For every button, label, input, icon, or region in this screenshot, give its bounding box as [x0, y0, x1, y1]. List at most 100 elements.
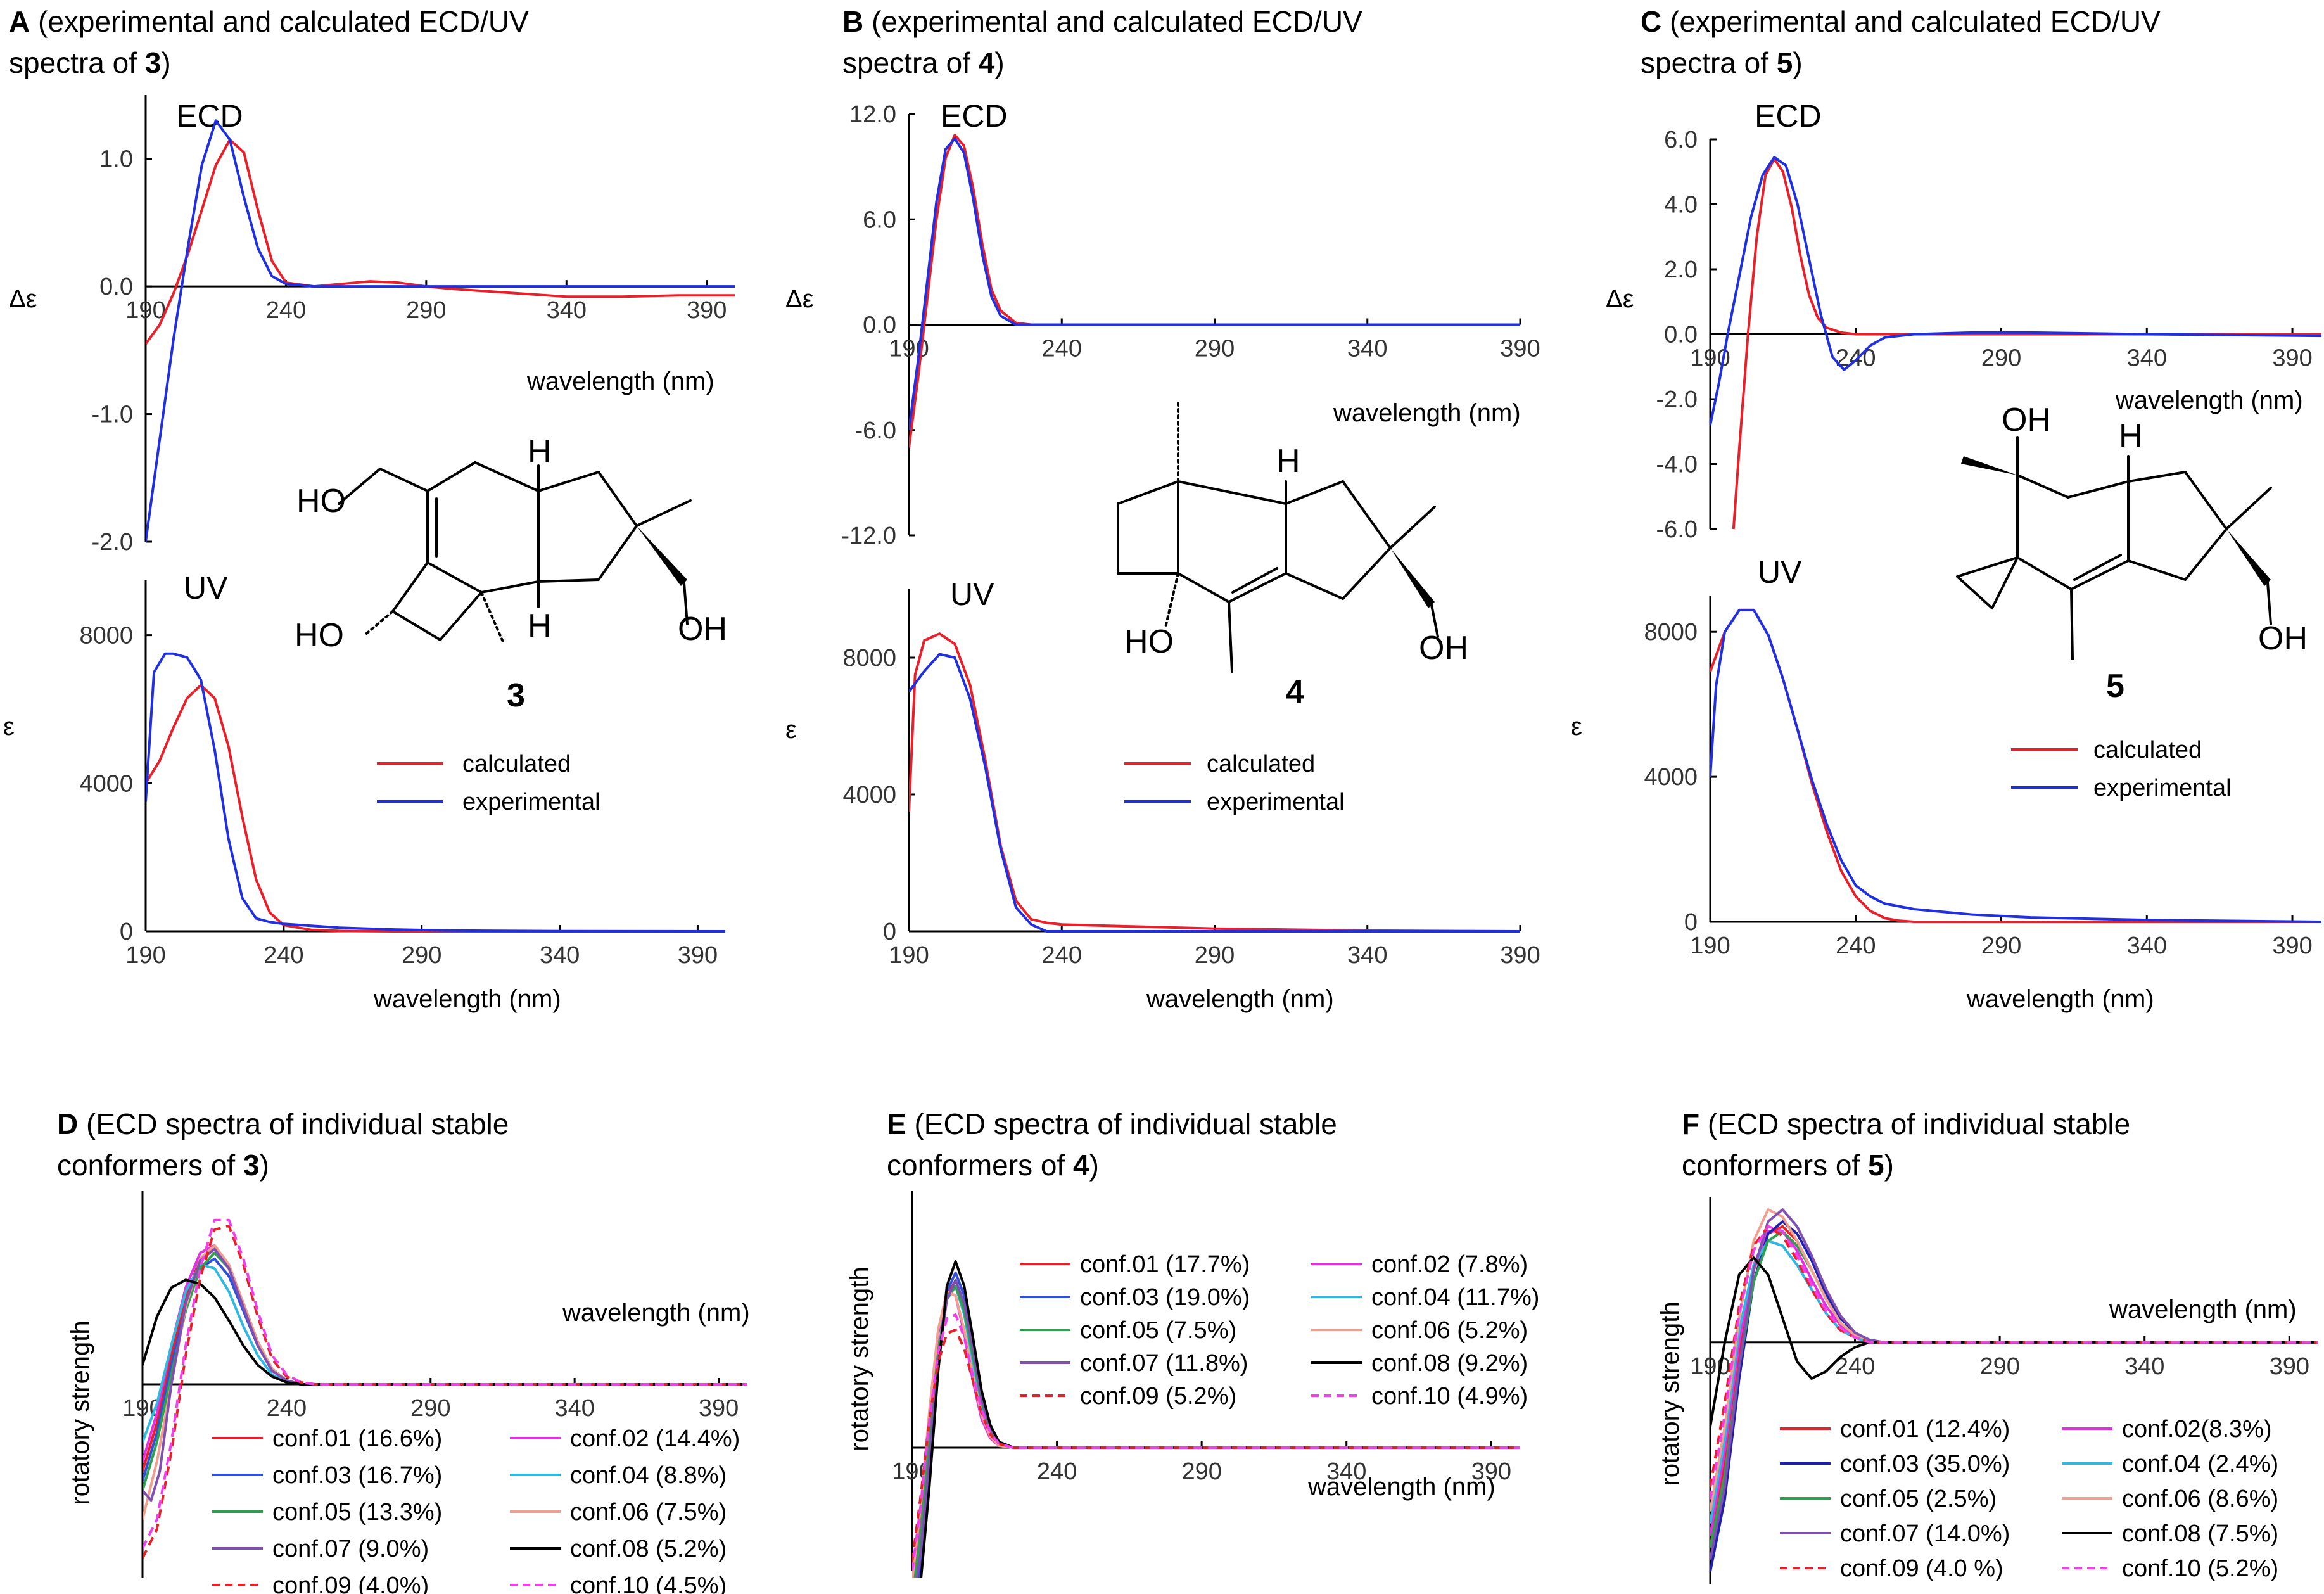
- panel-letter: A: [9, 5, 30, 38]
- legend-label: conf.01 (17.7%): [1080, 1251, 1250, 1278]
- y-tick-label: -4.0: [1656, 452, 1698, 478]
- panel-title-line1: (ECD spectra of individual stable: [906, 1107, 1337, 1140]
- svg-text:B (experimental and calculated: B (experimental and calculated ECD/UV: [842, 5, 1362, 38]
- y-tick-label: -6.0: [1656, 516, 1698, 543]
- series-line: [1710, 608, 2322, 923]
- atom-label: HO: [296, 483, 346, 520]
- legend-label: conf.03 (16.7%): [272, 1462, 442, 1489]
- series-line: [146, 652, 726, 933]
- panel-title-B: B (experimental and calculated ECD/UV sp…: [842, 5, 1362, 79]
- chart-C-UV: 190 240 290 340 390 8000 4000 0: [1644, 596, 2322, 959]
- xlabel-D: wavelength (nm): [562, 1299, 750, 1327]
- ylabel-eps-C: ε: [1571, 713, 1582, 741]
- svg-text:A (experimental and calculated: A (experimental and calculated ECD/UV: [9, 5, 529, 38]
- conformer-legend-E: conf.01 (17.7%) conf.02 (7.8%) conf.03 (19…: [1020, 1251, 1539, 1410]
- panel-title-line2: spectra of: [9, 46, 145, 79]
- x-tick-label: 190: [125, 942, 165, 969]
- atom-label: OH: [1419, 630, 1468, 666]
- panel-title-close: ): [1089, 1149, 1099, 1182]
- uv-label-B: UV: [950, 577, 994, 612]
- compound-number: 3: [243, 1149, 260, 1182]
- ylabel-eps-A: ε: [3, 713, 15, 741]
- series-line: [909, 653, 1520, 933]
- x-tick-label: 290: [402, 942, 441, 969]
- x-tick-label: 290: [410, 1395, 450, 1422]
- x-tick-label: 240: [1042, 942, 1082, 969]
- x-tick-label: 190: [1690, 1353, 1730, 1380]
- y-tick-label: 8000: [842, 645, 896, 672]
- y-tick-label: -2.0: [1656, 386, 1698, 413]
- compound-number: 4: [979, 46, 995, 79]
- legend-label: conf.10 (5.2%): [2122, 1555, 2278, 1582]
- xlabel-uv-C: wavelength (nm): [1966, 985, 2154, 1013]
- legend-label: conf.09 (4.0 %): [1840, 1555, 2003, 1582]
- ylabel-rotatory-D: rotatory strength: [67, 1320, 94, 1505]
- y-tick-label: 12.0: [849, 101, 896, 128]
- legend-label: conf.10 (4.9%): [1371, 1383, 1528, 1410]
- legend-label: conf.07 (14.0%): [1840, 1521, 2010, 1547]
- series-line: [920, 1260, 1520, 1578]
- panel-title-line2: spectra of: [1641, 46, 1777, 79]
- structure-4: [1117, 401, 1439, 673]
- panel-title-line2: spectra of: [842, 46, 979, 79]
- atom-label: H: [528, 608, 552, 644]
- series-line: [146, 684, 725, 933]
- panel-title-line1: (experimental and calculated ECD/UV: [863, 5, 1362, 38]
- y-tick-label: 4000: [842, 782, 896, 808]
- y-tick-label: 4000: [79, 770, 133, 797]
- y-tick-label: 2.0: [1664, 257, 1698, 283]
- atom-label: H: [2119, 418, 2143, 454]
- xlabel-uv-A: wavelength (nm): [373, 985, 561, 1013]
- legend-label: conf.04 (11.7%): [1371, 1284, 1539, 1311]
- series-line: [143, 1278, 747, 1386]
- compound-label: 3: [507, 677, 525, 714]
- series-line: [912, 1313, 1520, 1572]
- ecd-label-C: ECD: [1755, 98, 1822, 134]
- x-tick-label: 340: [1347, 942, 1387, 969]
- atom-label: H: [528, 433, 552, 470]
- atom-label: OH: [2258, 620, 2308, 657]
- legend-label: conf.03 (19.0%): [1080, 1284, 1250, 1311]
- y-tick-label: 0.0: [1664, 322, 1698, 348]
- legend-label: conf.05 (2.5%): [1840, 1486, 1997, 1512]
- legend-label-experimental: experimental: [462, 789, 600, 815]
- panel-title-close: ): [1884, 1149, 1894, 1182]
- svg-text:spectra of 4): spectra of 4): [842, 46, 1005, 79]
- legend-label: conf.08 (9.2%): [1371, 1350, 1528, 1377]
- x-tick-label: 290: [1181, 1458, 1221, 1485]
- x-tick-label: 240: [1037, 1458, 1077, 1485]
- x-tick-label: 390: [2272, 933, 2312, 959]
- conformer-legend-F: conf.01 (12.4%) conf.02(8.3%) conf.03 (35.…: [1780, 1416, 2278, 1582]
- y-tick-label: 1.0: [99, 146, 133, 173]
- legend-label: conf.02(8.3%): [2122, 1416, 2272, 1443]
- panel-title-line2: conformers of: [887, 1149, 1073, 1182]
- chart-B-UV: 190 240 290 340 390 8000 4000 0: [842, 589, 1540, 969]
- x-tick-label: 340: [2127, 345, 2167, 372]
- series-line: [1710, 1225, 2318, 1500]
- chart-E: 190 240 290 340 390: [892, 1191, 1520, 1578]
- y-tick-label: 0.0: [863, 312, 896, 339]
- y-tick-label: -12.0: [841, 523, 896, 549]
- compound-label: 4: [1286, 674, 1304, 711]
- panel-title-line2: conformers of: [57, 1149, 243, 1182]
- uv-label-C: UV: [1758, 554, 1802, 590]
- y-tick-label: 6.0: [1664, 127, 1698, 153]
- compound-label: 5: [2106, 668, 2124, 705]
- svg-text:F (ECD spectra of individual s: F (ECD spectra of individual stable: [1682, 1107, 2130, 1140]
- x-tick-label: 290: [1981, 345, 2021, 372]
- atom-label: HO: [1124, 623, 1174, 660]
- x-tick-label: 190: [1690, 933, 1730, 959]
- compound-number: 3: [145, 46, 162, 79]
- legend-label: conf.04 (8.8%): [570, 1462, 727, 1489]
- panel-title-D: D (ECD spectra of individual stable conf…: [57, 1107, 509, 1182]
- ylabel-delta-eps-A: Δε: [9, 285, 37, 313]
- series-line: [909, 632, 1521, 933]
- panel-title-close: ): [260, 1149, 269, 1182]
- ecd-label-A: ECD: [176, 98, 243, 134]
- x-tick-label: 290: [1981, 933, 2021, 959]
- y-tick-label: -2.0: [92, 529, 133, 556]
- x-tick-label: 290: [406, 297, 446, 324]
- chart-A-ECD: 190 240 290 340 390 1.0 0.0 -1.0 -2.0: [92, 95, 735, 556]
